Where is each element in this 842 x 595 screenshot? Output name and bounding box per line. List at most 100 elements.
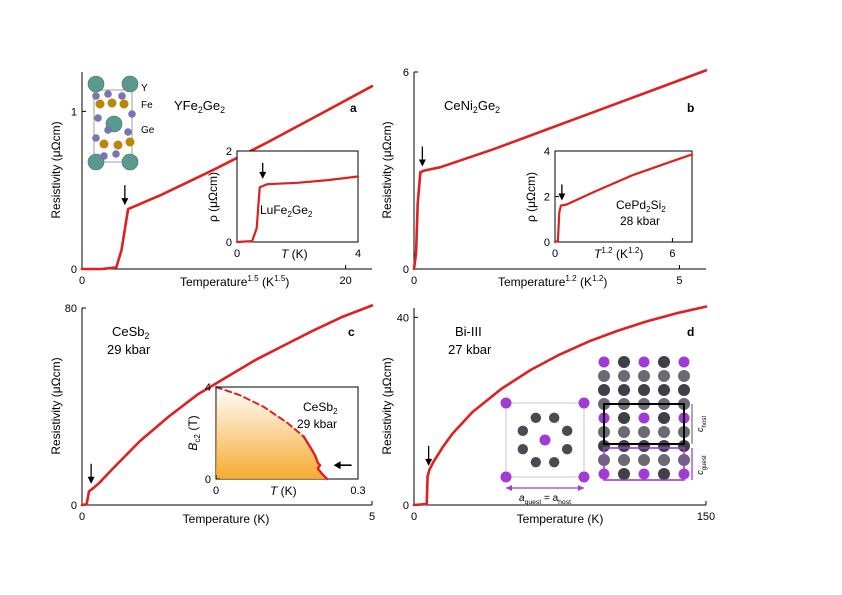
guest-atom xyxy=(638,468,650,480)
host-atom xyxy=(618,440,630,452)
y-atom xyxy=(87,153,105,171)
host-atom xyxy=(530,456,542,468)
ge-atom xyxy=(94,114,102,122)
panel-b-ytick-label: 0 xyxy=(403,264,409,276)
panel-c-ytick-label: 0 xyxy=(71,500,77,512)
panel-a-inset-ylabel: ρ (μΩcm) xyxy=(206,172,220,222)
fe-atom xyxy=(119,99,129,109)
panel-a-inset-label: LuFe2Ge2 xyxy=(260,203,313,219)
panel-a-ylabel: Resistivity (μΩcm) xyxy=(49,121,63,218)
c-host-label: chost xyxy=(695,416,708,432)
panel-c-inset-ytick-label: 0 xyxy=(205,474,211,486)
panel-d: 0 40 0 150 Temperature (K) Resistivity (μΩcm)… xyxy=(380,305,715,526)
panel-d-ytick-label: 40 xyxy=(397,312,409,324)
panel-a-ytick-label: 1 xyxy=(71,106,77,118)
fe-atom xyxy=(113,140,123,150)
y-atom xyxy=(121,75,139,93)
panel-b-inset-xtick-label: 6 xyxy=(669,248,675,260)
a-guest-eq-a-host-label: aguest = ahost xyxy=(519,493,571,506)
host-atom xyxy=(658,370,670,382)
panel-a-compound-label: YFe2Ge2 xyxy=(174,98,225,115)
host-atom xyxy=(638,454,650,466)
host-atom xyxy=(618,468,630,480)
panel-c-inset-ylabel: Bc2 (T) xyxy=(186,415,202,450)
panel-c-inset-ytick-label: 4 xyxy=(205,382,211,394)
fe-atom xyxy=(125,137,135,147)
guest-atom xyxy=(638,412,650,424)
panel-c-inset-bc2-solid xyxy=(302,435,329,481)
ge-atom xyxy=(118,92,126,100)
panel-a-series-line xyxy=(80,84,374,271)
guest-atom xyxy=(678,356,690,368)
host-atom xyxy=(638,440,650,452)
host-atom xyxy=(517,425,529,437)
panel-a-ytick-label: 0 xyxy=(71,264,77,276)
panel-b-inset-ylabel: ρ (μΩcm) xyxy=(524,172,538,222)
panel-b-inset-ytick-label: 0 xyxy=(544,237,550,249)
arrow-head xyxy=(333,461,341,470)
panel-d-compound-label: Bi-III xyxy=(455,324,482,339)
panel-b-xtick-label: 5 xyxy=(676,275,682,287)
panel-c-xtick-label: 0 xyxy=(79,511,85,523)
host-atom xyxy=(658,454,670,466)
panel-c-inset-arrow xyxy=(333,461,352,470)
panel-c-compound-label: CeSb2 xyxy=(112,324,150,341)
panel-c-pressure: 29 kbar xyxy=(107,342,151,357)
panel-a-inset-xtick-label: 0 xyxy=(234,248,240,260)
guest-atom xyxy=(500,397,512,409)
guest-atom xyxy=(638,356,650,368)
panel-b-xlabel: Temperature1.2 (K1.2) xyxy=(498,274,607,289)
arrow-head xyxy=(418,159,426,167)
panel-b-transition-arrow xyxy=(418,146,426,167)
host-atom xyxy=(561,425,573,437)
host-atom xyxy=(658,426,670,438)
panel-c-inset-xlabel: T (K) xyxy=(270,484,297,498)
panel-c-inset-superconducting-region xyxy=(216,387,328,479)
host-atom xyxy=(618,412,630,424)
host-atom xyxy=(678,384,690,396)
host-atom xyxy=(598,384,610,396)
arrow-head xyxy=(558,193,566,201)
guest-atom xyxy=(578,397,590,409)
legend-ge-label: Ge xyxy=(141,125,155,136)
host-atom xyxy=(678,370,690,382)
panel-c-inset-pressure: 29 kbar xyxy=(297,417,337,431)
panel-c-inset-xtick-label: 0 xyxy=(213,485,219,497)
c-guest-label: cguest xyxy=(695,455,708,475)
panel-c-transition-arrow xyxy=(87,463,95,484)
panel-b-ytick-label: 6 xyxy=(403,67,409,79)
guest-atom xyxy=(539,434,551,446)
ge-atom xyxy=(104,126,112,134)
host-atom xyxy=(638,370,650,382)
host-atom xyxy=(618,426,630,438)
panel-b-inset-transition-arrow xyxy=(558,184,566,201)
panel-d-ylabel: Resistivity (μΩcm) xyxy=(380,357,394,454)
panel-d-series-line xyxy=(412,305,708,507)
host-atom xyxy=(638,426,650,438)
panel-a-inset-ytick-label: 2 xyxy=(226,146,232,158)
panel-a-inset-series-line xyxy=(235,175,360,244)
panel-c-inset-label: CeSb2 xyxy=(303,400,338,416)
host-atom xyxy=(618,356,630,368)
host-atom xyxy=(658,440,670,452)
ge-atom xyxy=(112,150,120,158)
guest-atom xyxy=(578,471,590,483)
ge-atom xyxy=(124,128,132,136)
panel-c-series-line xyxy=(80,304,374,507)
panel-b-inset-series-line xyxy=(553,153,694,244)
panel-c-xlabel: Temperature (K) xyxy=(183,512,270,526)
arrow-head xyxy=(259,171,267,179)
panel-b-inset-pressure: 28 kbar xyxy=(620,214,660,228)
host-atom xyxy=(548,456,560,468)
panel-c-ylabel: Resistivity (μΩcm) xyxy=(49,357,63,454)
panel-b-inset-frame xyxy=(554,150,693,243)
y-atom xyxy=(121,153,139,171)
host-atom xyxy=(561,443,573,455)
panel-a-transition-arrow xyxy=(121,185,129,206)
panel-c: 0 80 0 5 Temperature (K) Resistivity (μΩcm) c C… xyxy=(49,303,375,526)
panel-a-inset: 0 2 0 4 LuFe2Ge2 T (K) ρ (μΩcm) xyxy=(206,146,361,261)
fe-atom xyxy=(107,98,117,108)
host-atom xyxy=(618,454,630,466)
